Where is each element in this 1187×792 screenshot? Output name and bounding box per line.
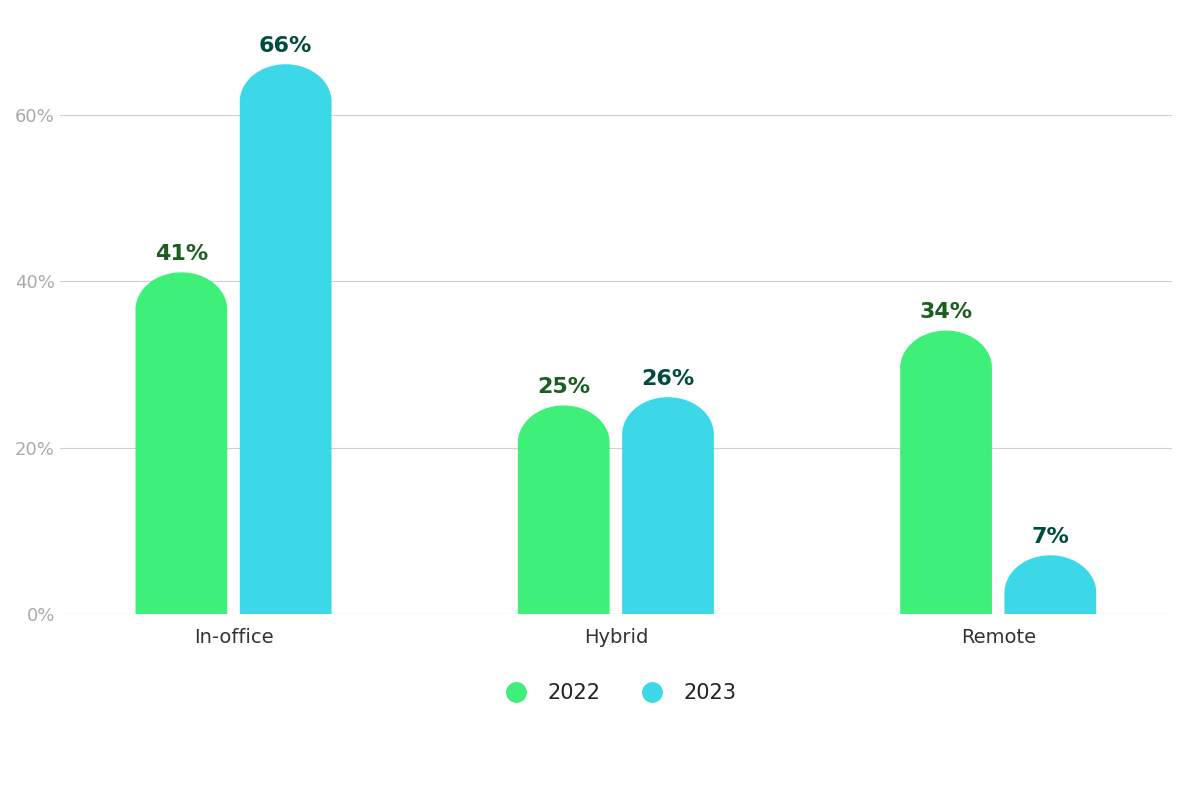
Text: 66%: 66% [259, 36, 312, 56]
Text: 34%: 34% [920, 303, 972, 322]
Polygon shape [1005, 556, 1096, 615]
Text: 26%: 26% [641, 369, 694, 389]
Polygon shape [901, 331, 991, 615]
Text: 25%: 25% [538, 377, 590, 398]
Text: 7%: 7% [1032, 527, 1069, 547]
Polygon shape [137, 273, 227, 615]
Legend: 2022, 2023: 2022, 2023 [487, 675, 745, 712]
Text: 41%: 41% [154, 244, 208, 265]
Polygon shape [519, 406, 609, 615]
Polygon shape [623, 398, 713, 615]
Polygon shape [241, 65, 331, 615]
